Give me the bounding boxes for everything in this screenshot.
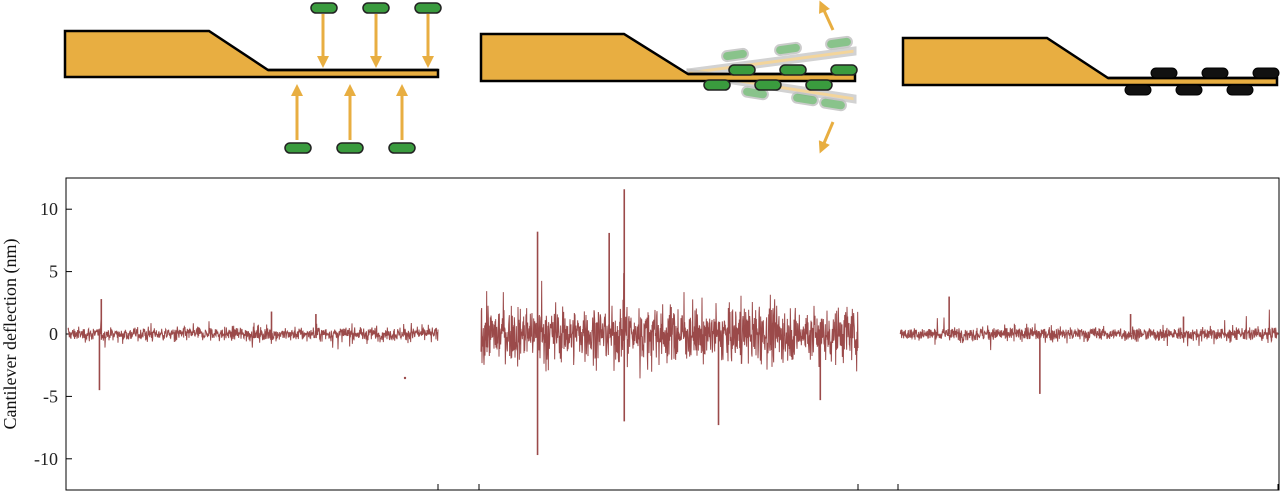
molecule xyxy=(805,79,833,91)
vibration-arrows xyxy=(818,0,835,154)
y-axis: 10 5 0 -5 -10 xyxy=(34,199,72,469)
molecule xyxy=(310,2,338,14)
illustration-collision xyxy=(479,0,858,154)
molecule xyxy=(728,64,756,76)
molecule xyxy=(1226,84,1254,96)
y-tick-label: -5 xyxy=(43,386,58,406)
x-axis-segment-ticks xyxy=(65,484,1279,490)
approach-arrows-bottom xyxy=(291,84,408,140)
molecule xyxy=(1150,67,1178,79)
stray-point xyxy=(403,376,407,380)
molecule xyxy=(336,142,364,154)
molecule xyxy=(1124,84,1152,96)
molecule xyxy=(1252,67,1280,79)
molecule xyxy=(362,2,390,14)
trace-after xyxy=(899,309,1279,351)
chart: 10 5 0 -5 -10 Cantilever deflection (nm) xyxy=(0,177,1280,491)
y-tick-label: -10 xyxy=(34,449,58,469)
deflection-traces xyxy=(67,189,1279,456)
approach-arrows-top xyxy=(317,14,434,68)
y-axis-label: Cantilever deflection (nm) xyxy=(0,239,21,430)
trace-before xyxy=(67,319,439,350)
molecule xyxy=(284,142,312,154)
molecule xyxy=(754,79,782,91)
molecule xyxy=(1201,67,1229,79)
molecule xyxy=(830,64,858,76)
trace-during xyxy=(480,273,859,379)
molecules-colliding xyxy=(703,64,858,91)
illustration-adsorbed xyxy=(901,36,1280,96)
y-tick-label: 10 xyxy=(40,199,58,219)
y-tick-label: 5 xyxy=(49,262,58,282)
molecules-free xyxy=(284,2,442,154)
molecules-bound xyxy=(1124,67,1280,96)
molecule xyxy=(703,79,731,91)
molecule xyxy=(1175,84,1203,96)
illustration-approach xyxy=(63,2,442,154)
y-tick-label: 0 xyxy=(49,324,58,344)
molecule xyxy=(414,2,442,14)
molecule xyxy=(388,142,416,154)
molecule xyxy=(779,64,807,76)
